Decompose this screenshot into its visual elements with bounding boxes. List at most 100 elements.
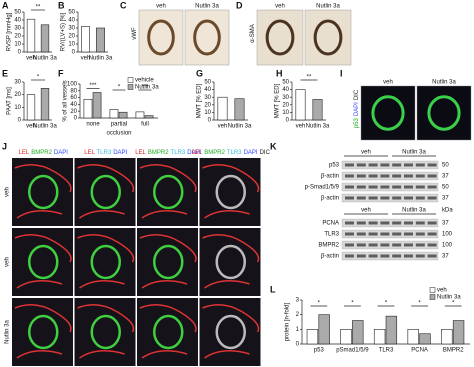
x-tick-label: veh (26, 124, 36, 130)
stain-word: TLR3 (97, 150, 112, 156)
micrograph (256, 9, 304, 66)
tissue (14, 164, 72, 219)
stain-word: TLR3 (171, 150, 186, 156)
y-tick-label: 10 (282, 110, 289, 116)
band (368, 163, 378, 167)
micrograph (304, 9, 352, 66)
stain-word: LEL (192, 150, 203, 156)
panel-letter: H (276, 68, 283, 78)
x-tick-label: TLR3 (379, 348, 394, 354)
vessel (371, 95, 405, 131)
bar (352, 320, 364, 345)
band (345, 174, 354, 178)
x-tick-label: none (86, 122, 100, 128)
band (404, 163, 413, 167)
stain-word: DAPI (113, 150, 127, 156)
micrograph (184, 9, 230, 66)
band (427, 243, 437, 247)
y-tick-label: 30 (14, 80, 21, 86)
bar (441, 329, 453, 345)
kda-marker: 50 (442, 185, 449, 191)
band (415, 221, 425, 225)
blot-label: PCNA (322, 221, 339, 227)
bar (81, 26, 90, 53)
vessel (147, 19, 175, 56)
band (380, 185, 390, 189)
x-tick-label: veh (26, 56, 36, 62)
stain-word: LEL (135, 150, 146, 156)
y-tick-label: 80 (70, 88, 77, 94)
tissue (14, 304, 72, 359)
micrograph (138, 9, 184, 66)
band (404, 243, 413, 247)
x-axis-label: occlusion (106, 131, 131, 137)
y-tick-label: 10 (204, 110, 211, 116)
vessel (153, 244, 184, 280)
vessel (153, 314, 184, 350)
band (392, 196, 402, 200)
band (356, 221, 366, 225)
blot-label: p-Smad1/5/9 (305, 185, 340, 191)
tissue (139, 304, 197, 359)
blot-strip (341, 218, 439, 228)
blot-strip (341, 240, 439, 250)
panel-letter: C (120, 0, 127, 10)
blot-label: β-actin (321, 174, 339, 180)
bar (83, 99, 93, 119)
vessel (90, 244, 121, 280)
stain-word: DIC (260, 150, 271, 156)
band (345, 185, 354, 189)
stain-word: TLR3 (227, 150, 242, 156)
band (368, 243, 378, 247)
significance: * (37, 75, 40, 81)
bar (26, 94, 36, 121)
y-tick-label: 1 (296, 327, 300, 333)
bar (135, 111, 145, 119)
legend-swatch (127, 77, 134, 83)
legend-label: vehicle (135, 78, 154, 84)
tissue (77, 304, 135, 359)
y-tick-label: 20 (14, 34, 21, 40)
stain-word: DIC (354, 89, 360, 100)
bar (318, 314, 330, 345)
grid-row-label: Nutlin 3a (5, 320, 11, 344)
band (427, 196, 437, 200)
y-tick-label: 10 (14, 42, 21, 48)
band (345, 232, 354, 236)
band (404, 174, 413, 178)
y-tick-label: 40 (282, 87, 289, 93)
y-tick-label: 100 (67, 82, 78, 88)
y-axis-label: RVSP [mmHg] (7, 12, 13, 51)
y-tick-label: 10 (14, 105, 21, 111)
panel-letter: A (2, 0, 9, 10)
y-tick-label: 0 (72, 50, 76, 56)
grid-column-label: LEL BMPR2 DAPI (19, 150, 69, 156)
x-tick-label: Nutlin 3a (89, 56, 113, 62)
significance: ** (307, 75, 312, 81)
bar (295, 89, 306, 121)
bar (144, 115, 154, 119)
vessel (215, 244, 246, 280)
tissue (139, 164, 197, 219)
image-column-label: veh (156, 4, 166, 10)
blot-strip (341, 182, 439, 192)
x-tick-label: pSmad1/5/9 (336, 348, 369, 354)
y-tick-label: 0 (286, 118, 290, 124)
y-tick-label: 60 (70, 95, 77, 101)
band (404, 254, 413, 258)
y-tick-label: 30 (204, 95, 211, 101)
band (392, 174, 402, 178)
vessel (28, 174, 59, 210)
band (356, 196, 366, 200)
grid-column-label: LEL TLR3 DAPI (84, 150, 127, 156)
y-tick-label: 20 (14, 92, 21, 98)
stain-word: DAPI (244, 150, 258, 156)
vessel (313, 19, 343, 56)
panel-letter: D (236, 0, 243, 10)
bar (452, 320, 465, 345)
blot-label: TLR3 (324, 232, 339, 238)
band (356, 232, 366, 236)
kda-marker: 37 (442, 221, 449, 227)
blot-strip (341, 193, 439, 203)
group-label: Nutlin 3a (402, 208, 426, 214)
